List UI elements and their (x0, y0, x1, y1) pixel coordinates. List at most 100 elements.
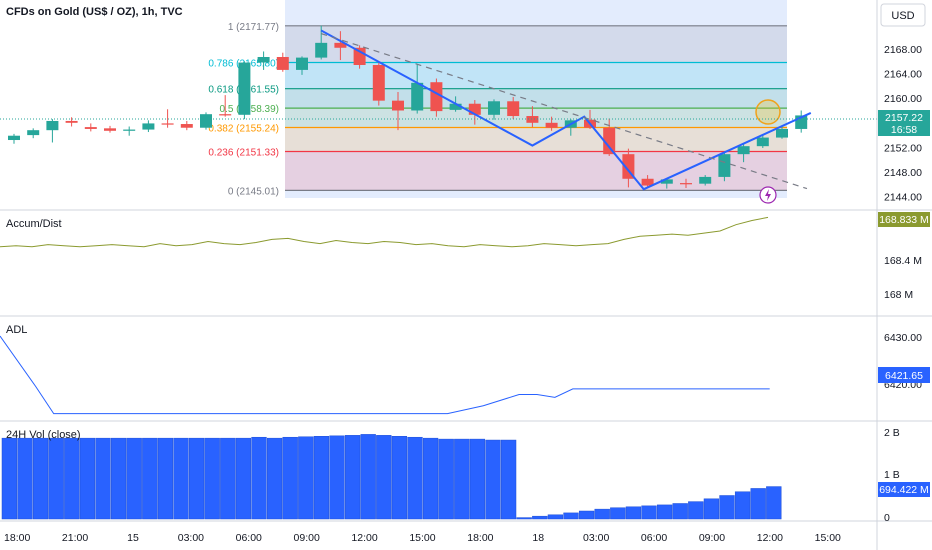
time-tick-label: 09:00 (294, 532, 320, 544)
fib-zone (285, 127, 787, 152)
candle-body (526, 116, 539, 123)
volume-bar (532, 515, 548, 520)
time-tick-label: 03:00 (178, 532, 204, 544)
volume-bar (110, 437, 127, 520)
time-tick-label: 06:00 (641, 532, 667, 544)
volume-bar (376, 435, 392, 520)
volume-bar (79, 437, 96, 520)
volume-bar (17, 437, 33, 520)
candle-body (411, 82, 424, 111)
volume-bar (282, 436, 298, 520)
candle-body (680, 183, 692, 185)
dashed-trend-line[interactable] (321, 33, 808, 190)
currency-button[interactable] (880, 3, 926, 27)
candle-body (315, 42, 328, 58)
candle-body (449, 103, 462, 110)
volume-bar (188, 437, 205, 520)
time-axis[interactable]: 18:00 21:00 15 03:00 06:00 09:00 12:00 15:00 18:… (4, 532, 841, 544)
volume-bar (422, 437, 439, 520)
candle-body (392, 100, 404, 111)
candle-body (488, 101, 500, 115)
fib-level-label: 0.382 (2155.24) (208, 123, 279, 134)
vol-value-badge (878, 482, 930, 497)
fib-level-label: 0 (2145.01) (228, 186, 279, 197)
volume-pane[interactable]: 24H Vol (close) (1, 429, 782, 520)
zigzag-trend-line[interactable] (320, 29, 812, 191)
fib-zone (285, 151, 787, 191)
candle-body (699, 176, 712, 184)
vol-value: 694.422 M (879, 484, 929, 496)
vol-tick: 1 B (884, 469, 900, 481)
candle-body (603, 127, 616, 155)
volume-label: 24H Vol (close) (6, 429, 81, 441)
fibonacci-zones (285, 25, 787, 191)
candle-body (27, 130, 40, 136)
candle-body (468, 103, 481, 115)
price-axis[interactable]: USD 2144.002148.002152.002156.002160.002… (878, 3, 930, 524)
candle-body (219, 114, 232, 116)
lightning-icon (765, 189, 771, 201)
currency-label: USD (891, 10, 914, 22)
volume-bar (485, 439, 501, 520)
volume-bar (516, 517, 532, 520)
price-tick-label: 2168.00 (884, 44, 922, 56)
price-tick-label: 2144.00 (884, 192, 922, 204)
candle-body (104, 128, 116, 131)
time-tick-label: 06:00 (236, 532, 262, 544)
candle-body (180, 124, 193, 128)
candle-body (296, 57, 308, 70)
volume-bar (672, 503, 688, 520)
accum-dist-line (0, 216, 769, 248)
price-tick-label: 2152.00 (884, 142, 922, 154)
candle-body (737, 146, 750, 155)
volume-bar (298, 436, 314, 520)
volume-bar (469, 438, 486, 520)
volume-bar (734, 491, 751, 520)
time-tick-label: 12:00 (757, 532, 783, 544)
last-price-badge (878, 110, 930, 136)
price-tick-label: 2148.00 (884, 167, 922, 179)
fibonacci-levels[interactable]: 1 (2171.77)0.786 (2165.80)0.618 (2161.55… (208, 22, 787, 198)
volume-bar (157, 437, 174, 520)
volume-bar (563, 512, 579, 520)
candle-body (8, 135, 20, 141)
volume-bar (656, 504, 673, 520)
candle-body (84, 127, 97, 129)
price-pane[interactable]: 1 (2171.77)0.786 (2165.80)0.618 (2161.55… (0, 0, 877, 204)
time-tick-label: 18 (532, 532, 544, 544)
candle-countdown: 16:58 (891, 124, 917, 136)
accum-dist-label: Accum/Dist (6, 218, 62, 230)
candle-body (257, 56, 270, 63)
ad-tick: 168.4 M (884, 255, 922, 267)
trend-lines[interactable] (320, 29, 812, 191)
candle-body (65, 120, 78, 123)
volume-bar (235, 437, 252, 520)
volume-bar (719, 495, 735, 520)
candle-body (238, 62, 251, 115)
adl-pane[interactable]: ADL (0, 324, 770, 415)
volume-bar (1, 437, 18, 520)
volume-bar (142, 437, 158, 520)
volume-bar (547, 514, 564, 520)
candle-body (660, 179, 673, 184)
last-price-value: 2157.22 (885, 112, 923, 124)
time-tick-label: 15:00 (815, 532, 841, 544)
volume-bar (64, 437, 80, 520)
volume-bar (625, 506, 642, 520)
volume-bar (594, 508, 610, 520)
time-tick-label: 09:00 (699, 532, 725, 544)
last-price-tag: 2157.22 16:58 (878, 110, 930, 136)
vol-tick: 0 (884, 512, 890, 524)
adl-line (0, 335, 770, 415)
candle-body (776, 128, 788, 138)
time-tick-label: 18:00 (4, 532, 30, 544)
accum-dist-pane[interactable]: Accum/Dist (0, 216, 769, 248)
adl-value-badge (878, 367, 930, 383)
candle-body (430, 82, 443, 112)
candle-body (161, 123, 174, 125)
adl-value: 6421.65 (885, 370, 923, 382)
time-tick-label: 18:00 (467, 532, 493, 544)
volume-bar (454, 438, 470, 520)
adl-label: ADL (6, 324, 27, 336)
volume-bar (688, 501, 704, 520)
